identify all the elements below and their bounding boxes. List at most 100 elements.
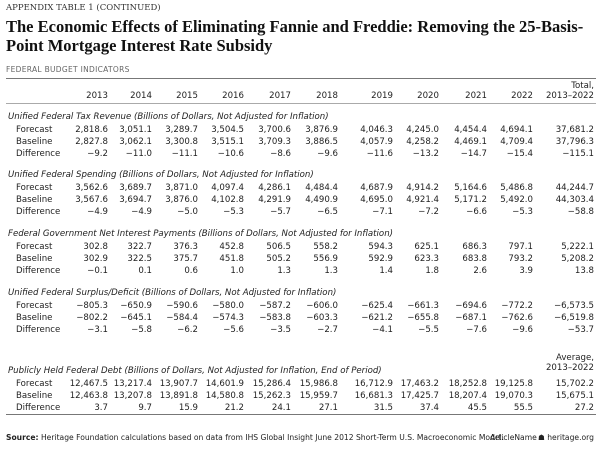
cell: −645.1 (120, 313, 152, 323)
cell: 9.7 (138, 403, 152, 413)
cell: 13.8 (574, 266, 594, 276)
cell: 13,207.8 (113, 391, 152, 401)
row-label: Baseline (16, 195, 53, 205)
bottom-rule (6, 414, 596, 415)
cell: 4,687.9 (360, 183, 393, 193)
summary-header: Average, (555, 353, 594, 363)
cell: −583.8 (259, 313, 291, 323)
cell: 16,712.9 (354, 379, 393, 389)
column-header: 2022 (511, 91, 533, 101)
cell: 375.7 (173, 254, 198, 264)
cell: 15.9 (178, 403, 198, 413)
cell: 15,286.4 (252, 379, 291, 389)
cell: 3,504.5 (211, 125, 244, 135)
cell: 3.9 (519, 266, 533, 276)
cell: 3,694.7 (119, 195, 152, 205)
cell: 376.3 (173, 242, 198, 252)
cell: 4,057.9 (360, 137, 393, 147)
cell: −11.0 (125, 149, 152, 159)
row-label: Forecast (16, 379, 53, 389)
cell: 55.5 (513, 403, 533, 413)
column-header: 2013 (86, 91, 108, 101)
cell: 4,694.1 (500, 125, 533, 135)
cell: 27.1 (318, 403, 338, 413)
cell: −5.3 (223, 207, 244, 217)
row-label: Baseline (16, 137, 53, 147)
cell: 3.7 (94, 403, 108, 413)
cell: 4,709.4 (500, 137, 533, 147)
cell: −802.2 (76, 313, 108, 323)
cell: −5.5 (418, 325, 439, 335)
cell: 27.2 (574, 403, 594, 413)
cell: 4,245.0 (406, 125, 439, 135)
cell: −3.1 (87, 325, 108, 335)
cell: −661.3 (407, 301, 439, 311)
cell: 452.8 (219, 242, 244, 252)
row-label: Difference (16, 325, 61, 335)
source-label: Source: (6, 433, 39, 442)
cell: 12,463.8 (69, 391, 108, 401)
cell: −603.3 (306, 313, 338, 323)
cell: 0.1 (138, 266, 152, 276)
cell: 3,689.7 (119, 183, 152, 193)
cell: 44,303.4 (555, 195, 594, 205)
source-text: Heritage Foundation calculations based o… (40, 433, 505, 442)
summary-header: 2013–2022 (545, 363, 594, 373)
cell: −625.4 (361, 301, 393, 311)
cell: 0.6 (184, 266, 198, 276)
source: Source: Heritage Foundation calculations… (6, 433, 504, 442)
section-title: Federal Government Net Interest Payments… (8, 229, 393, 239)
cell: −694.6 (455, 301, 487, 311)
section-title: Unified Federal Spending (Billions of Do… (8, 170, 314, 180)
cell: −9.6 (512, 325, 533, 335)
header-rule (6, 103, 596, 104)
cell: 4,097.4 (211, 183, 244, 193)
cell: 18,252.8 (448, 379, 487, 389)
cell: 4,484.4 (305, 183, 338, 193)
cell: 13,907.7 (159, 379, 198, 389)
row-label: Difference (16, 266, 61, 276)
cell: −3.5 (270, 325, 291, 335)
cell: 797.1 (508, 242, 533, 252)
cell: −58.8 (567, 207, 594, 217)
cell: −590.6 (166, 301, 198, 311)
cell: 15,262.3 (252, 391, 291, 401)
cell: 13,217.4 (113, 379, 152, 389)
cell: −9.6 (317, 149, 338, 159)
row-label: Difference (16, 403, 61, 413)
cell: 31.5 (373, 403, 393, 413)
cell: −53.7 (567, 325, 594, 335)
cell: 506.5 (266, 242, 291, 252)
cell: 4,286.1 (258, 183, 291, 193)
cell: 5,222.1 (561, 242, 594, 252)
cell: 3,876.0 (165, 195, 198, 205)
cell: 2.6 (473, 266, 487, 276)
cell: 19,070.3 (494, 391, 533, 401)
cell: 683.8 (462, 254, 487, 264)
cell: 4,921.4 (406, 195, 439, 205)
cell: 686.3 (462, 242, 487, 252)
cell: −11.6 (366, 149, 393, 159)
cell: 19,125.8 (494, 379, 533, 389)
cell: −4.9 (131, 207, 152, 217)
cell: 592.9 (368, 254, 393, 264)
cell: 3,562.6 (75, 183, 108, 193)
cell: −7.6 (466, 325, 487, 335)
cell: 302.9 (83, 254, 108, 264)
cell: 5,171.2 (454, 195, 487, 205)
cell: 45.5 (467, 403, 487, 413)
cell: 3,062.1 (119, 137, 152, 147)
cell: −606.0 (306, 301, 338, 311)
cell: −4.9 (87, 207, 108, 217)
cell: 3,515.1 (211, 137, 244, 147)
section-title: Publicly Held Federal Debt (Billions of … (8, 366, 382, 376)
cell: −762.6 (501, 313, 533, 323)
top-rule (6, 78, 596, 79)
cell: 17,425.7 (400, 391, 439, 401)
cell: 558.2 (313, 242, 338, 252)
cell: 4,490.9 (305, 195, 338, 205)
cell: 15,986.8 (299, 379, 338, 389)
cell: −5.0 (177, 207, 198, 217)
cell: 322.5 (127, 254, 152, 264)
